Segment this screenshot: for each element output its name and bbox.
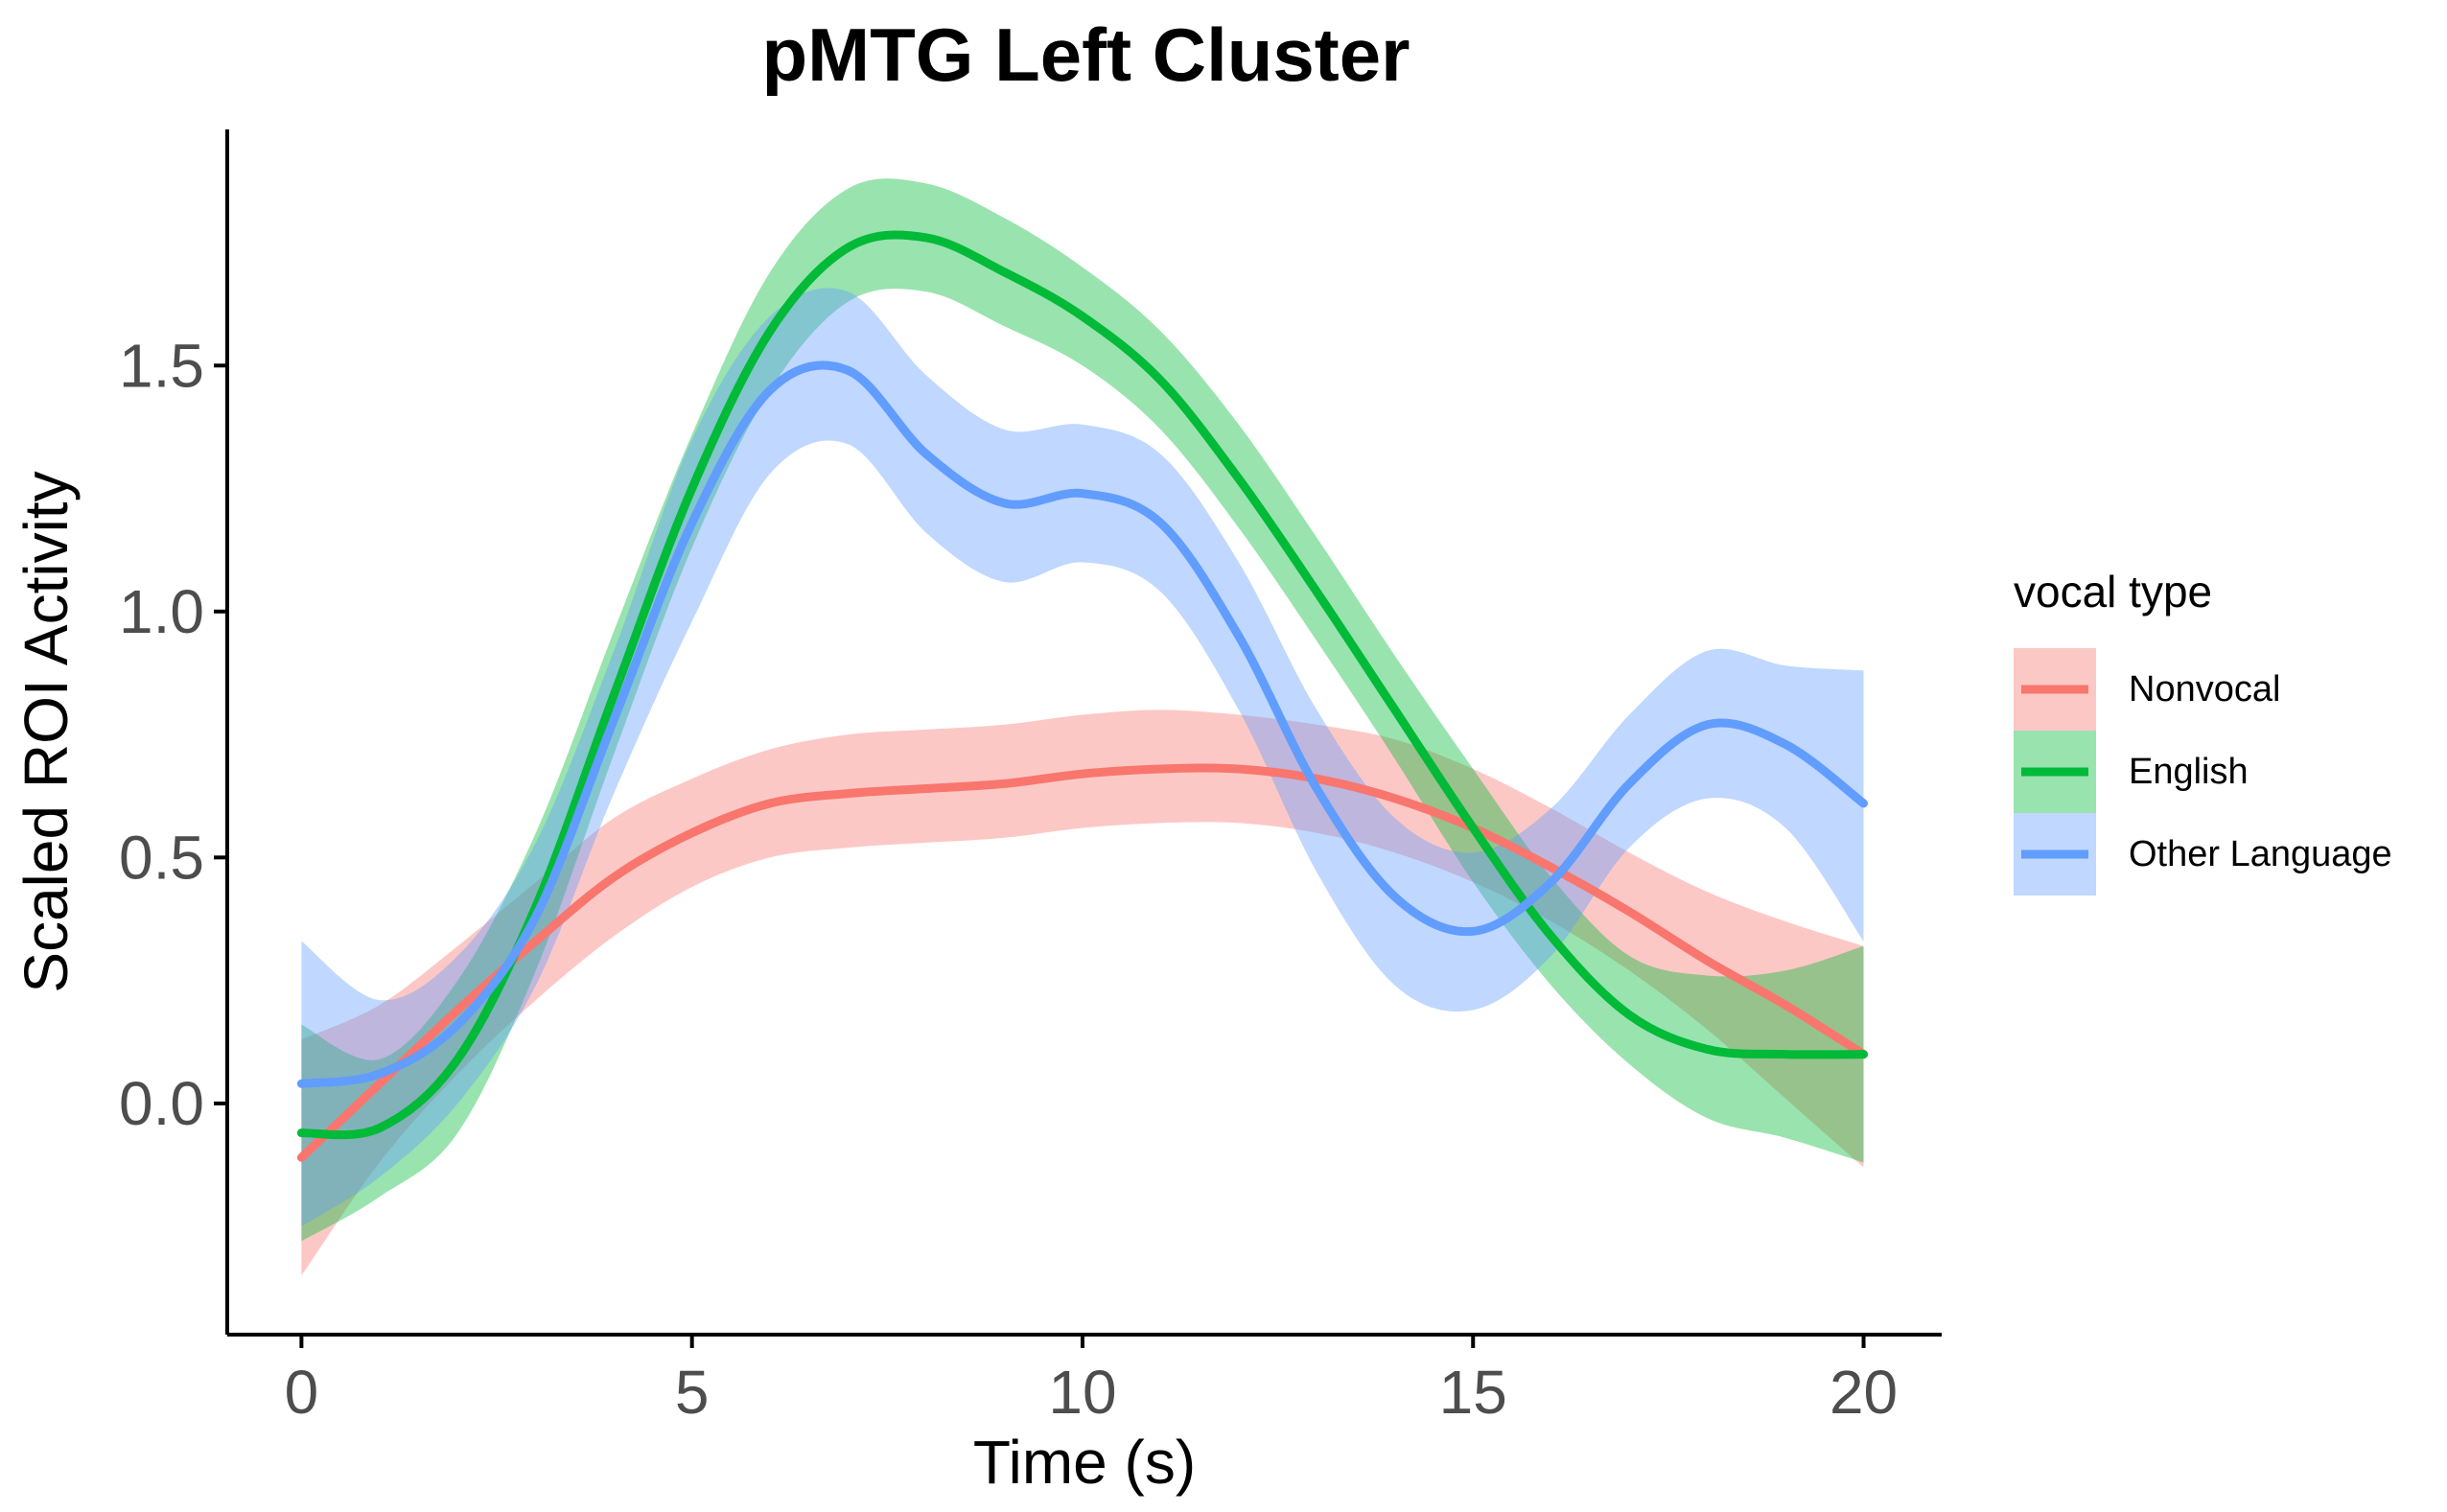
x-tick-label: 10 bbox=[1048, 1358, 1116, 1427]
y-ticks: 0.0 0.5 1.0 1.5 bbox=[119, 331, 227, 1138]
y-tick-label: 0.5 bbox=[119, 823, 204, 892]
legend-label-other-language: Other Language bbox=[2129, 834, 2392, 874]
x-ticks: 0 5 10 15 20 bbox=[285, 1335, 1898, 1427]
confidence-bands bbox=[301, 178, 1864, 1276]
line-english bbox=[296, 230, 1868, 1140]
line-other-language bbox=[296, 361, 1868, 1088]
x-axis-label: Time (s) bbox=[973, 1428, 1196, 1497]
y-tick-label: 0.0 bbox=[119, 1069, 204, 1138]
axes bbox=[225, 129, 1942, 1337]
band-english bbox=[301, 178, 1864, 1242]
line-nonvocal bbox=[296, 763, 1868, 1162]
legend-label-english: English bbox=[2129, 752, 2249, 792]
legend bbox=[2014, 648, 2096, 896]
x-tick-label: 20 bbox=[1829, 1358, 1898, 1427]
legend-title: vocal type bbox=[2014, 567, 2213, 616]
chart-title: pMTG Left Cluster bbox=[761, 12, 1410, 97]
y-axis-label: Scaled ROI Activity bbox=[12, 471, 81, 992]
y-tick-label: 1.5 bbox=[119, 331, 204, 400]
x-tick-label: 15 bbox=[1439, 1358, 1507, 1427]
x-tick-label: 0 bbox=[285, 1358, 319, 1427]
series-lines bbox=[296, 230, 1868, 1162]
y-tick-label: 1.0 bbox=[119, 577, 204, 646]
band-nonvocal bbox=[301, 709, 1864, 1276]
x-tick-label: 5 bbox=[675, 1358, 710, 1427]
legend-label-nonvocal: Nonvocal bbox=[2129, 669, 2281, 709]
